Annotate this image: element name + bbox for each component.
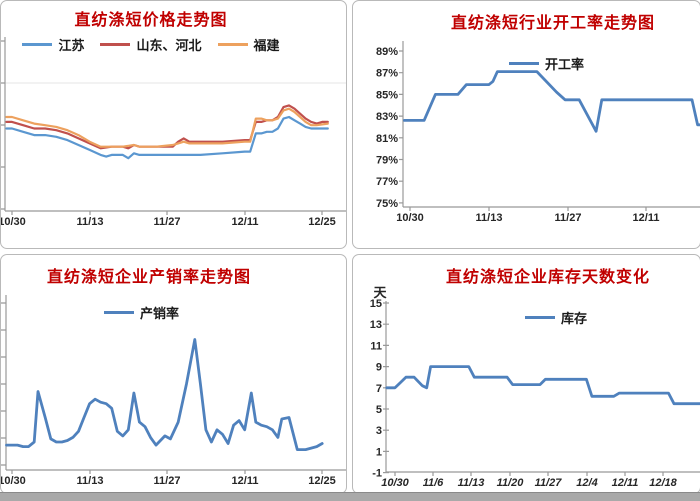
legend-line-swatch xyxy=(509,62,539,65)
legend-label: 山东、河北 xyxy=(136,38,202,53)
price-chart-panel: 10/30 11/13 11/27 12/11 12/25 直纺涤短价格走势图 江苏 山东… xyxy=(0,0,347,249)
sales-ratio-chart-panel: 10/30 11/13 11/27 12/11 12/25 直纺涤短企业产销率走势图 产… xyxy=(0,254,347,494)
price-chart-plot: 10/30 11/13 11/27 12/11 12/25 xyxy=(1,37,346,228)
x-tick-label: 12/25 xyxy=(308,216,336,228)
x-tick-label: 11/27 xyxy=(154,475,181,487)
price-chart-legend: 江苏 山东、河北 福建 xyxy=(1,35,301,54)
axis-lines xyxy=(4,37,346,212)
inventory-days-chart-panel: 15 13 11 9 7 5 3 1 -1 10/30 11/6 11/13 11/20 11/27 12/… xyxy=(352,254,700,494)
series-line xyxy=(5,338,324,452)
legend-item: 产销率 xyxy=(104,303,179,322)
y-tick-label: 79% xyxy=(376,155,398,167)
x-tick-label: 10/30 xyxy=(381,477,409,489)
legend-label: 库存 xyxy=(561,311,588,326)
sales-ratio-chart-legend: 产销率 xyxy=(104,303,179,322)
y-tick-label: 89% xyxy=(376,46,398,58)
legend-label: 福建 xyxy=(253,38,280,53)
axis-lines xyxy=(402,41,700,208)
legend-item: 库存 xyxy=(525,308,587,327)
x-tick-label: 12/18 xyxy=(649,477,677,489)
series-line xyxy=(5,115,329,160)
x-tick-label: 10/30 xyxy=(1,475,26,487)
y-tick-label: 83% xyxy=(376,111,398,123)
x-tick-label: 12/11 xyxy=(232,475,259,487)
sales-ratio-chart-title: 直纺涤短企业产销率走势图 xyxy=(46,269,251,286)
legend-item: 江苏 xyxy=(22,35,84,54)
x-tick-label: 11/6 xyxy=(423,477,444,489)
series-line xyxy=(385,365,700,406)
y-tick-label: 87% xyxy=(376,68,398,80)
x-tick-label: 12/25 xyxy=(308,475,336,487)
y-tick-label: 81% xyxy=(376,133,398,145)
inventory-days-chart-plot: 15 13 11 9 7 5 3 1 -110/30 11/6 11/13 11/20 11/27 12/… xyxy=(370,285,700,489)
series-line xyxy=(5,104,329,150)
y-tick-label: 11 xyxy=(370,340,382,352)
x-tick-label: 11/20 xyxy=(497,477,525,489)
y-tick-label: 3 xyxy=(376,425,382,437)
x-tick-label: 10/30 xyxy=(1,216,26,228)
legend-line-swatch xyxy=(22,43,53,46)
y-tick-label: -1 xyxy=(372,468,382,480)
legend-line-swatch xyxy=(525,316,555,319)
legend-line-swatch xyxy=(104,311,134,314)
sales-ratio-chart-plot: 10/30 11/13 11/27 12/11 12/25 xyxy=(1,295,346,487)
x-tick-label: 12/11 xyxy=(612,477,639,489)
y-tick-label: 77% xyxy=(376,176,398,188)
x-tick-label: 11/13 xyxy=(458,477,485,489)
inventory-days-chart-title: 直纺涤短企业库存天数变化 xyxy=(445,269,650,286)
x-tick-label: 11/13 xyxy=(77,216,104,228)
x-tick-label: 12/4 xyxy=(576,477,597,489)
bottom-bar xyxy=(0,492,700,501)
legend-label: 开工率 xyxy=(545,57,585,72)
x-tick-label: 12/11 xyxy=(633,212,660,224)
y-axis-unit-label: 天 xyxy=(373,285,387,300)
operating-rate-chart-panel: 89% 87% 85% 83% 81% 79% 77% 75% 10/30 11/13 11/27 1… xyxy=(352,0,700,249)
operating-rate-chart-title: 直纺涤短行业开工率走势图 xyxy=(450,15,655,32)
axis-lines xyxy=(5,295,346,471)
y-tick-label: 75% xyxy=(376,198,398,210)
x-tick-label: 11/27 xyxy=(555,212,582,224)
y-tick-label: 9 xyxy=(376,362,382,374)
x-tick-label: 11/27 xyxy=(535,477,563,489)
y-tick-label: 1 xyxy=(376,446,382,458)
x-tick-label: 12/11 xyxy=(232,216,259,228)
legend-item: 福建 xyxy=(217,35,280,54)
x-tick-label: 11/27 xyxy=(154,216,181,228)
legend-item: 山东、河北 xyxy=(100,35,202,54)
legend-line-swatch xyxy=(100,43,131,46)
operating-rate-chart-legend: 开工率 xyxy=(509,54,584,73)
operating-rate-chart-plot: 89% 87% 85% 83% 81% 79% 77% 75% 10/30 11/13 11/27 1… xyxy=(376,41,700,224)
series-line xyxy=(5,107,329,148)
series-line xyxy=(403,70,700,133)
x-tick-label: 11/13 xyxy=(77,475,104,487)
y-tick-label: 5 xyxy=(376,404,382,416)
legend-label: 产销率 xyxy=(140,306,180,321)
x-tick-label: 11/13 xyxy=(476,212,503,224)
y-tick-label: 15 xyxy=(370,298,382,310)
y-tick-label: 13 xyxy=(370,319,382,331)
legend-item: 开工率 xyxy=(509,54,584,73)
legend-label: 江苏 xyxy=(58,38,85,53)
y-tick-label: 85% xyxy=(376,89,398,101)
price-chart-title: 直纺涤短价格走势图 xyxy=(74,12,228,29)
y-tick-label: 7 xyxy=(376,383,382,395)
x-tick-label: 10/30 xyxy=(396,212,424,224)
axis-lines xyxy=(385,301,700,473)
inventory-days-chart-legend: 库存 xyxy=(525,308,587,327)
legend-line-swatch xyxy=(217,43,248,46)
